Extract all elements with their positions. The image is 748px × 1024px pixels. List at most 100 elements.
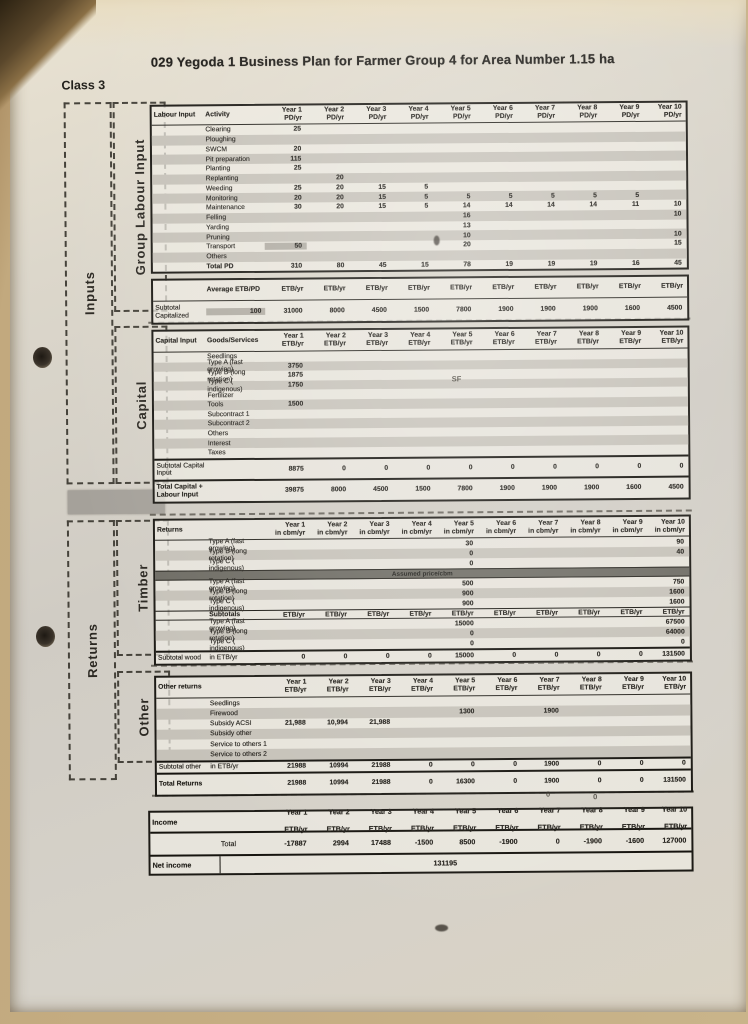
value-cell: 8000 bbox=[330, 486, 347, 494]
unit-label: ETB/yr bbox=[495, 822, 519, 833]
value-cell: 40 bbox=[676, 548, 685, 556]
unit-label: ETB/yr bbox=[284, 686, 307, 694]
year-header: Year 4 PD/yr bbox=[390, 106, 432, 122]
value-cell: 1900 bbox=[544, 777, 560, 785]
header-label: Capital Input bbox=[155, 337, 197, 346]
year-label: Year 4 bbox=[411, 520, 432, 528]
year-header: ETB/yr bbox=[307, 285, 349, 293]
unit-label: ETB/yr bbox=[662, 608, 685, 616]
unit-label: ETB/yr bbox=[365, 284, 388, 293]
table-row: Total Capital + Labour Input 39875 8000 450… bbox=[154, 475, 689, 502]
year-header: ETB/yr bbox=[350, 285, 392, 293]
year-label: Year 1 bbox=[286, 807, 308, 817]
value-cell: 500 bbox=[462, 579, 474, 587]
unit-label: PD/yr bbox=[284, 114, 303, 122]
value-cell: 127000 bbox=[662, 835, 687, 845]
year-label: Year 7 bbox=[536, 330, 557, 338]
year-header: Year 6 ETB/yr bbox=[479, 677, 521, 693]
value-cell: 4500 bbox=[667, 304, 683, 312]
value-cell: 30 bbox=[294, 203, 302, 211]
year-label: Year 7 bbox=[538, 519, 559, 527]
value-cell: 13 bbox=[462, 222, 471, 230]
row-label: Subtotal wood bbox=[157, 654, 202, 662]
row-label: Type C ( indigenous) bbox=[208, 557, 245, 573]
value-cell: 0 bbox=[553, 463, 557, 471]
year-header: Year 9 ETB/yr bbox=[607, 804, 649, 832]
value-cell: 17488 bbox=[370, 837, 392, 848]
year-header: Year 10 ETB/yr bbox=[649, 804, 691, 831]
value-cell: 0 bbox=[513, 778, 518, 786]
section-label: Other bbox=[136, 697, 152, 737]
year-header: ETB/yr bbox=[518, 284, 560, 292]
year-label: Year 8 bbox=[578, 330, 600, 338]
unit-label: ETB/yr bbox=[579, 822, 603, 832]
value-cell: 8500 bbox=[459, 837, 476, 847]
value-cell: 21,988 bbox=[284, 719, 306, 727]
row-label: Total Capital + Labour Input bbox=[156, 483, 203, 499]
unit-label: ETB/yr bbox=[492, 283, 515, 292]
year-header: Year 2 in cbm/yr bbox=[309, 521, 351, 537]
value-cell: 1500 bbox=[288, 400, 304, 408]
value-cell: 5 bbox=[466, 192, 471, 200]
subtotal-capitalized-table: Average ETB/PD ETB/yr ETB/yr ETB/yr ETB/yr ET… bbox=[150, 274, 690, 325]
year-label: Year 4 bbox=[410, 331, 431, 339]
section-label: Timber bbox=[135, 563, 151, 612]
value-cell: 0 bbox=[637, 462, 642, 470]
unit-label: ETB/yr bbox=[534, 283, 557, 291]
value-cell: 900 bbox=[462, 589, 474, 597]
stray-zero: 0 bbox=[593, 792, 598, 802]
year-label: Year 6 bbox=[496, 519, 517, 527]
value-cell: 750 bbox=[672, 578, 685, 586]
row-label: Subsidy other bbox=[210, 730, 252, 738]
year-header: ETB/yr bbox=[476, 284, 518, 292]
row-label: Clearing bbox=[205, 126, 231, 134]
value-cell: 10 bbox=[674, 230, 682, 238]
unit-label: ETB/yr bbox=[577, 338, 600, 346]
unit-label: PD/yr bbox=[537, 112, 556, 120]
year-header: Year 7 in cbm/yr bbox=[520, 519, 562, 535]
header-label: Labour Input bbox=[153, 111, 196, 120]
year-label: Year 3 bbox=[370, 678, 391, 686]
year-label: Year 7 bbox=[539, 676, 560, 684]
value-cell: 1900 bbox=[584, 484, 600, 492]
row-label: Net income bbox=[150, 856, 221, 874]
unit-label: ETB/yr bbox=[622, 683, 645, 692]
value-cell: 0 bbox=[679, 462, 684, 470]
year-label: Year 9 bbox=[623, 804, 645, 814]
year-label: Year 3 bbox=[368, 332, 389, 340]
unit-label: ETB/yr bbox=[282, 611, 305, 619]
year-label: Year 2 bbox=[328, 678, 349, 686]
value-cell: 15 bbox=[378, 183, 386, 191]
value-cell: 1500 bbox=[415, 485, 431, 493]
value-cell: 0 bbox=[596, 651, 601, 659]
timber-returns-table: Returns Year 1 in cbm/yr Year 2 in cbm/yr Yea… bbox=[152, 514, 692, 666]
year-label: Year 7 bbox=[539, 805, 561, 815]
value-cell: 10,994 bbox=[327, 719, 348, 727]
year-header: Year 1 in cbm/yr bbox=[267, 521, 309, 537]
year-header: Year 8 ETB/yr bbox=[561, 330, 603, 346]
year-header: ETB/yr bbox=[434, 284, 476, 292]
value-cell: 15 bbox=[421, 261, 429, 269]
unit-label: ETB/yr bbox=[537, 822, 561, 832]
row-label: Interest bbox=[207, 439, 231, 447]
unit-label: PD/yr bbox=[452, 113, 471, 121]
value-cell: 5 bbox=[424, 202, 429, 210]
value-cell: 1900 bbox=[499, 484, 515, 493]
value-cell: 7800 bbox=[457, 485, 473, 493]
unit-label: ETB/yr bbox=[450, 339, 473, 347]
unit-label: in cbm/yr bbox=[317, 528, 348, 536]
value-cell: 15000 bbox=[454, 619, 474, 627]
value-cell: 0 bbox=[343, 653, 348, 661]
row-label: Total PD bbox=[206, 262, 234, 271]
value-cell: 1600 bbox=[626, 483, 642, 492]
income-table: Income Year 1 ETB/yr Year 2 ETB/yr Year 3 ETB/… bbox=[148, 804, 694, 876]
table-row: Subtotal Capitalized 100 31000 8000 4500 1500… bbox=[153, 298, 687, 323]
year-header: Year 5 PD/yr bbox=[432, 105, 474, 121]
row-label: Yarding bbox=[206, 223, 230, 232]
value-cell: 10 bbox=[463, 231, 471, 239]
year-label: Year 5 bbox=[453, 519, 474, 528]
value-cell: 1900 bbox=[543, 707, 559, 715]
value-cell: 10994 bbox=[329, 762, 349, 770]
row-label: Service to others 2 bbox=[210, 750, 267, 759]
